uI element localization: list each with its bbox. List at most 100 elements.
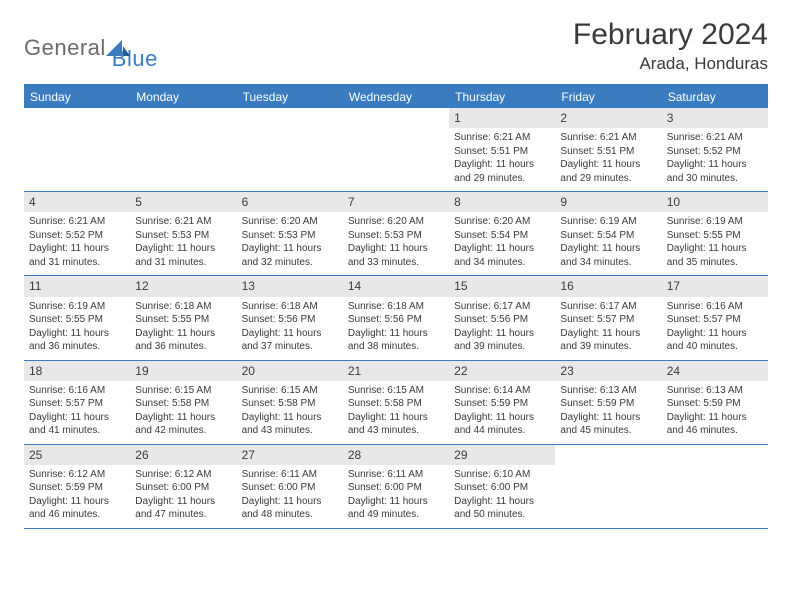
sunrise-text: Sunrise: 6:12 AM — [29, 468, 125, 482]
calendar-cell: 26Sunrise: 6:12 AMSunset: 6:00 PMDayligh… — [130, 445, 236, 528]
day-number: 5 — [130, 192, 236, 212]
calendar-cell: 3Sunrise: 6:21 AMSunset: 5:52 PMDaylight… — [662, 108, 768, 191]
calendar-cell-empty — [662, 445, 768, 528]
day-number: 24 — [662, 361, 768, 381]
brand-logo: General Blue — [24, 24, 158, 72]
day-number: 20 — [237, 361, 343, 381]
day-number: 11 — [24, 276, 130, 296]
calendar-cell: 16Sunrise: 6:17 AMSunset: 5:57 PMDayligh… — [555, 276, 661, 359]
day-number: 2 — [555, 108, 661, 128]
day-number: 19 — [130, 361, 236, 381]
sail-icon — [106, 40, 132, 58]
day-number — [130, 108, 236, 128]
calendar-cell: 29Sunrise: 6:10 AMSunset: 6:00 PMDayligh… — [449, 445, 555, 528]
day-number: 14 — [343, 276, 449, 296]
sunrise-text: Sunrise: 6:20 AM — [348, 215, 444, 229]
sunrise-text: Sunrise: 6:17 AM — [454, 300, 550, 314]
day-number: 1 — [449, 108, 555, 128]
sunrise-text: Sunrise: 6:21 AM — [454, 131, 550, 145]
daylight-text: Daylight: 11 hours and 41 minutes. — [29, 411, 125, 438]
daylight-text: Daylight: 11 hours and 36 minutes. — [29, 327, 125, 354]
sunset-text: Sunset: 5:55 PM — [135, 313, 231, 327]
page-title: February 2024 — [573, 18, 768, 52]
sunrise-text: Sunrise: 6:19 AM — [667, 215, 763, 229]
weekday-label: Tuesday — [237, 86, 343, 108]
calendar-cell: 15 Sunrise: 6:17 AMSunset: 5:56 PMDayligh… — [449, 276, 555, 359]
sunrise-text: Sunrise: 6:18 AM — [242, 300, 338, 314]
sunrise-text: Sunrise: 6:16 AM — [667, 300, 763, 314]
day-number: 18 — [24, 361, 130, 381]
sunset-text: Sunset: 5:52 PM — [29, 229, 125, 243]
sunrise-text: Sunrise: 6:15 AM — [348, 384, 444, 398]
calendar-cell: 27Sunrise: 6:11 AMSunset: 6:00 PMDayligh… — [237, 445, 343, 528]
daylight-text: Daylight: 11 hours and 32 minutes. — [242, 242, 338, 269]
sunset-text: Sunset: 5:55 PM — [29, 313, 125, 327]
sunset-text: Sunset: 5:51 PM — [560, 145, 656, 159]
daylight-text: Daylight: 11 hours and 48 minutes. — [242, 495, 338, 522]
daylight-text: Daylight: 11 hours and 39 minutes. — [560, 327, 656, 354]
day-number: 29 — [449, 445, 555, 465]
weekday-label: Friday — [555, 86, 661, 108]
daylight-text: Daylight: 11 hours and 33 minutes. — [348, 242, 444, 269]
day-number: 17 — [662, 276, 768, 296]
sunset-text: Sunset: 5:59 PM — [667, 397, 763, 411]
sunset-text: Sunset: 5:59 PM — [560, 397, 656, 411]
sunrise-text: Sunrise: 6:16 AM — [29, 384, 125, 398]
day-number: 7 — [343, 192, 449, 212]
day-number: 10 — [662, 192, 768, 212]
daylight-text: Daylight: 11 hours and 50 minutes. — [454, 495, 550, 522]
sunrise-text: Sunrise: 6:18 AM — [135, 300, 231, 314]
sunrise-text: Sunrise: 6:11 AM — [242, 468, 338, 482]
day-number: 25 — [24, 445, 130, 465]
day-number: 21 — [343, 361, 449, 381]
sunset-text: Sunset: 6:00 PM — [348, 481, 444, 495]
sunset-text: Sunset: 5:56 PM — [348, 313, 444, 327]
day-number: 6 — [237, 192, 343, 212]
day-number — [24, 108, 130, 128]
calendar-cell: 7Sunrise: 6:20 AMSunset: 5:53 PMDaylight… — [343, 192, 449, 275]
daylight-text: Daylight: 11 hours and 39 minutes. — [454, 327, 550, 354]
sunset-text: Sunset: 5:53 PM — [135, 229, 231, 243]
sunrise-text: Sunrise: 6:20 AM — [454, 215, 550, 229]
day-number: 3 — [662, 108, 768, 128]
calendar-cell: 23Sunrise: 6:13 AMSunset: 5:59 PMDayligh… — [555, 361, 661, 444]
day-number — [662, 445, 768, 465]
week-separator — [24, 528, 768, 529]
daylight-text: Daylight: 11 hours and 43 minutes. — [242, 411, 338, 438]
day-number: 8 — [449, 192, 555, 212]
sunset-text: Sunset: 5:51 PM — [454, 145, 550, 159]
daylight-text: Daylight: 11 hours and 30 minutes. — [667, 158, 763, 185]
sunset-text: Sunset: 5:57 PM — [667, 313, 763, 327]
daylight-text: Daylight: 11 hours and 35 minutes. — [667, 242, 763, 269]
day-number: 4 — [24, 192, 130, 212]
sunrise-text: Sunrise: 6:15 AM — [135, 384, 231, 398]
day-number: 13 — [237, 276, 343, 296]
sunrise-text: Sunrise: 6:21 AM — [560, 131, 656, 145]
daylight-text: Daylight: 11 hours and 38 minutes. — [348, 327, 444, 354]
daylight-text: Daylight: 11 hours and 29 minutes. — [560, 158, 656, 185]
calendar-cell: 2 Sunrise: 6:21 AMSunset: 5:51 PMDaylight… — [555, 108, 661, 191]
daylight-text: Daylight: 11 hours and 47 minutes. — [135, 495, 231, 522]
sunrise-text: Sunrise: 6:18 AM — [348, 300, 444, 314]
calendar-cell: 21Sunrise: 6:15 AMSunset: 5:58 PMDayligh… — [343, 361, 449, 444]
calendar-cell-empty — [24, 108, 130, 191]
day-number: 15 — [449, 276, 555, 296]
weekday-header: SundayMondayTuesdayWednesdayThursdayFrid… — [24, 86, 768, 108]
daylight-text: Daylight: 11 hours and 49 minutes. — [348, 495, 444, 522]
daylight-text: Daylight: 11 hours and 44 minutes. — [454, 411, 550, 438]
sunset-text: Sunset: 5:56 PM — [454, 313, 550, 327]
sunset-text: Sunset: 5:52 PM — [667, 145, 763, 159]
sunset-text: Sunset: 5:58 PM — [135, 397, 231, 411]
calendar-cell: 20Sunrise: 6:15 AMSunset: 5:58 PMDayligh… — [237, 361, 343, 444]
daylight-text: Daylight: 11 hours and 37 minutes. — [242, 327, 338, 354]
sunrise-text: Sunrise: 6:17 AM — [560, 300, 656, 314]
day-number — [555, 445, 661, 465]
day-number — [343, 108, 449, 128]
day-number: 27 — [237, 445, 343, 465]
day-number: 9 — [555, 192, 661, 212]
sunrise-text: Sunrise: 6:21 AM — [29, 215, 125, 229]
sunset-text: Sunset: 6:00 PM — [454, 481, 550, 495]
weekday-label: Wednesday — [343, 86, 449, 108]
calendar-cell: 13Sunrise: 6:18 AMSunset: 5:56 PMDayligh… — [237, 276, 343, 359]
day-number — [237, 108, 343, 128]
